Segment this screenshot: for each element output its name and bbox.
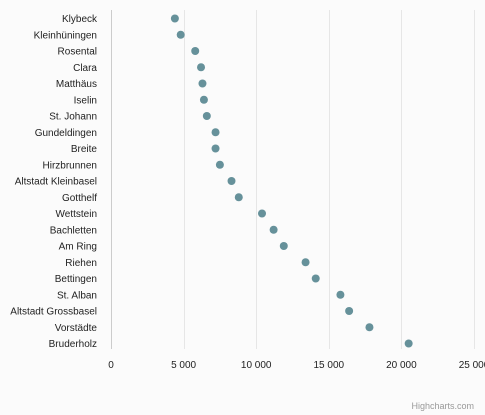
data-point[interactable] — [301, 258, 310, 267]
category-label: St. Alban — [57, 290, 97, 301]
data-point[interactable] — [227, 177, 236, 185]
category-label: Gundeldingen — [35, 128, 97, 139]
x-tick-label: 5 000 — [171, 360, 196, 371]
data-point[interactable] — [215, 160, 224, 169]
category-label: Iselin — [74, 95, 97, 106]
category-label: Bettingen — [55, 274, 97, 285]
data-point[interactable] — [191, 47, 200, 55]
x-tick-label: 0 — [108, 360, 114, 371]
category-labels: Klybeck Kleinhüningen Rosental Clara Matthäu… — [10, 14, 98, 350]
category-label: Am Ring — [59, 242, 97, 253]
data-point[interactable] — [198, 79, 207, 88]
category-label: Rosental — [58, 47, 97, 58]
category-label: Breite — [71, 144, 98, 155]
data-point[interactable] — [170, 14, 179, 23]
category-label: Altstadt Grossbasel — [10, 307, 97, 318]
data-point[interactable] — [234, 193, 243, 202]
x-tick-label: 10 000 — [241, 360, 272, 371]
category-label: Hirzbrunnen — [43, 160, 97, 171]
data-point[interactable] — [199, 95, 208, 104]
category-label: Vorstädte — [55, 323, 98, 334]
category-label: Bachletten — [50, 225, 97, 236]
data-point[interactable] — [211, 144, 220, 153]
data-point[interactable] — [176, 30, 185, 39]
x-tick-label: 25 000 — [459, 360, 485, 371]
data-point[interactable] — [404, 339, 413, 348]
data-point[interactable] — [311, 274, 320, 283]
credit-label[interactable]: Highcharts.com — [411, 401, 474, 411]
category-label: Riehen — [65, 258, 97, 269]
data-point[interactable] — [279, 242, 288, 250]
category-label: Wettstein — [56, 209, 98, 220]
category-label: Altstadt Kleinbasel — [15, 177, 97, 188]
data-point[interactable] — [211, 128, 220, 137]
data-point[interactable] — [202, 112, 211, 120]
x-tick-label: 15 000 — [314, 360, 345, 371]
category-label: Clara — [73, 63, 97, 74]
grid-lines — [111, 10, 475, 349]
x-axis-tick-labels: 0 5 000 10 000 15 000 20 000 25 000 — [108, 360, 485, 371]
category-label: St. Johann — [49, 112, 97, 123]
category-label: Klybeck — [62, 14, 98, 25]
data-point[interactable] — [269, 225, 278, 234]
data-point[interactable] — [197, 63, 206, 72]
data-point[interactable] — [365, 323, 374, 332]
x-tick-label: 20 000 — [386, 360, 417, 371]
data-point[interactable] — [258, 209, 267, 218]
category-label: Matthäus — [56, 79, 97, 90]
data-points — [170, 14, 413, 348]
data-point[interactable] — [336, 290, 345, 299]
category-label: Gotthelf — [62, 193, 97, 204]
category-label: Kleinhüningen — [34, 30, 97, 41]
data-point[interactable] — [345, 307, 354, 315]
category-label: Bruderholz — [49, 339, 97, 350]
